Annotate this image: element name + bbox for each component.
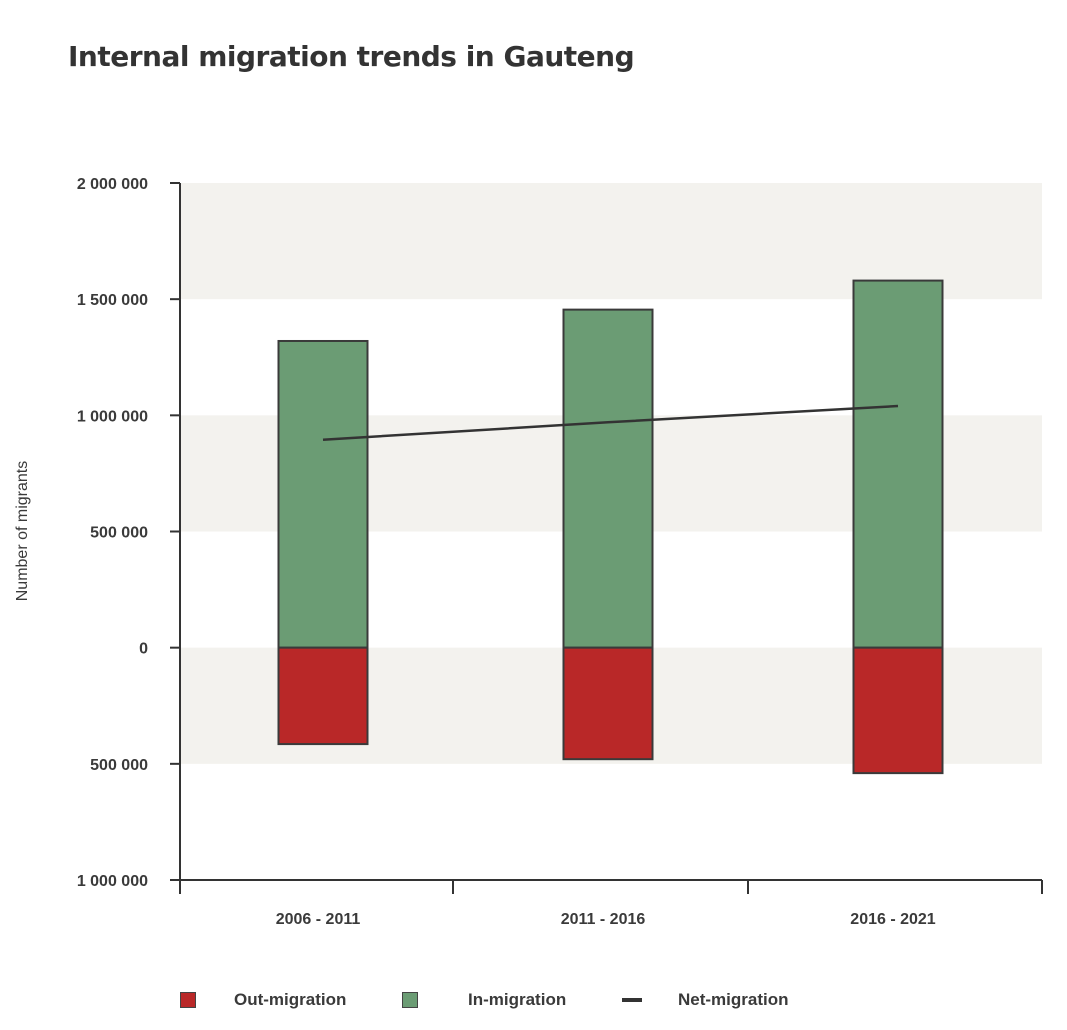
y-tick-label: 500 000: [90, 757, 148, 774]
bar-in-migration: [277, 339, 369, 649]
legend-swatch-net-migration: [622, 998, 642, 1002]
legend-item-out-migration: Out-migration: [180, 990, 346, 1010]
bar-out-migration: [562, 646, 654, 761]
y-tick-label: 1 500 000: [77, 292, 148, 309]
chart-plot: 2 000 000 1 500 000 1 000 000 500 000 0 500 0…: [77, 176, 1043, 928]
legend-item-net-migration: Net-migration: [622, 990, 789, 1010]
y-tick-label: 1 000 000: [77, 873, 148, 890]
bar-out-migration: [852, 646, 944, 775]
y-tick-label: 2 000 000: [77, 176, 148, 193]
y-tick-label: 0: [139, 641, 148, 658]
chart-title: Internal migration trends in Gauteng: [68, 40, 635, 73]
y-tick-label: 1 000 000: [77, 408, 148, 425]
legend-label-in-migration: In-migration: [468, 990, 567, 1009]
legend-label-net-migration: Net-migration: [678, 990, 789, 1009]
legend-swatch-in-migration: [402, 992, 418, 1008]
legend-swatch-out-migration: [180, 992, 196, 1008]
chart-legend: Out-migration In-migration Net-migration: [0, 990, 1067, 1014]
bar-in-migration: [562, 308, 654, 649]
net-migration-line: [322, 404, 899, 441]
x-tick-label: 2006 - 2011: [276, 911, 361, 928]
legend-item-in-migration: In-migration: [402, 990, 566, 1010]
legend-label-out-migration: Out-migration: [234, 990, 347, 1009]
bar-in-migration: [852, 279, 944, 649]
x-tick-label: 2016 - 2021: [850, 911, 936, 928]
x-tick-label: 2011 - 2016: [561, 911, 646, 928]
y-tick-label: 500 000: [90, 525, 148, 542]
bar-out-migration: [277, 646, 369, 746]
